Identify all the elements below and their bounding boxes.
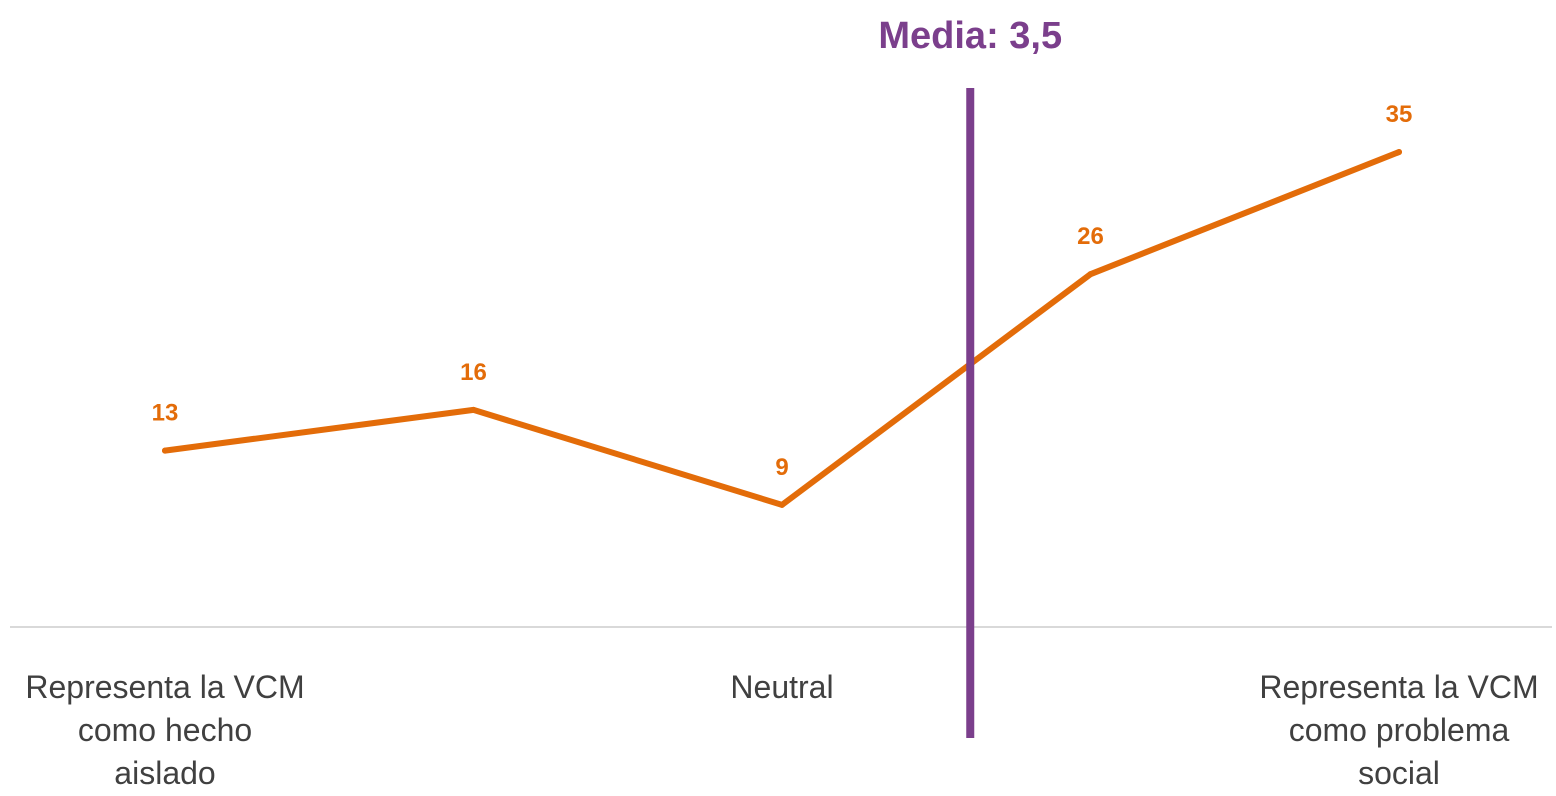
data-labels: 13 16 9 26 35	[152, 101, 1413, 481]
data-label: 13	[152, 400, 179, 427]
mean-label: Media: 3,5	[878, 15, 1062, 57]
category-label: Neutral	[730, 669, 833, 705]
category-label: Representa la VCM como hecho aislado	[25, 669, 304, 791]
data-point	[470, 406, 477, 413]
data-label: 26	[1077, 223, 1104, 250]
data-point	[162, 447, 168, 454]
data-point	[1087, 271, 1094, 278]
data-label: 16	[460, 359, 487, 386]
data-label: 35	[1386, 101, 1413, 128]
category-label: Representa la VCM como problema social	[1259, 669, 1538, 791]
series-line	[162, 149, 1402, 508]
category-labels: Representa la VCM como hecho aislado Neutra…	[25, 669, 1538, 791]
series-layer	[162, 149, 1402, 508]
data-point	[779, 501, 785, 508]
data-label: 9	[775, 454, 788, 481]
data-point	[1396, 149, 1402, 156]
